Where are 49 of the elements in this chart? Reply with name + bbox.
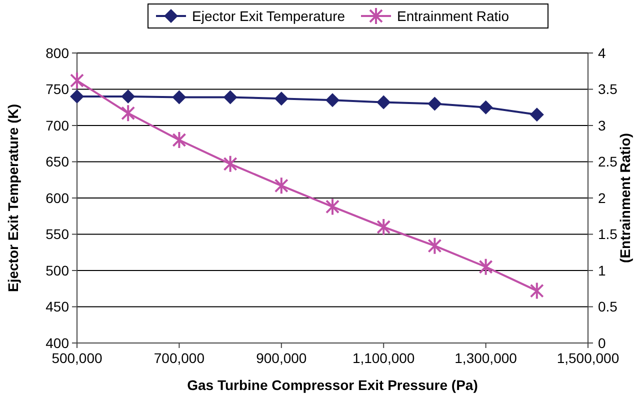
point	[121, 90, 136, 104]
y2-tick-label: 2.5	[598, 154, 618, 170]
x-tick-label: 1,100,000	[352, 350, 415, 366]
point	[223, 154, 238, 173]
point	[121, 104, 136, 122]
y2-tick-label: 1.5	[598, 226, 618, 242]
point	[428, 96, 442, 111]
y-tick-label: 400	[46, 334, 70, 351]
point	[274, 92, 288, 106]
y-tick-label: 500	[46, 262, 70, 278]
point	[172, 131, 186, 149]
point	[223, 90, 238, 104]
y2-tick-label: 1	[598, 262, 606, 278]
y-tick-label: 650	[46, 154, 70, 170]
y-tick-label: 800	[46, 44, 70, 61]
x-tick-label: 1,300,000	[454, 350, 518, 366]
point	[530, 108, 544, 122]
x-tick-label: 500,000	[52, 350, 103, 366]
y-tick-label: 600	[46, 190, 70, 206]
y2-tick-label: 3.5	[598, 81, 618, 98]
point	[70, 90, 84, 104]
point	[376, 95, 391, 110]
y2-tick-label: 4	[598, 44, 606, 61]
point	[172, 90, 186, 104]
legend-label: Entrainment Ratio	[397, 8, 510, 24]
y-tick-label: 700	[46, 117, 70, 134]
x-tick-label: 700,000	[154, 350, 205, 366]
point	[70, 72, 84, 90]
x-tick-label: 900,000	[256, 350, 307, 366]
point	[326, 93, 340, 108]
point	[478, 258, 493, 276]
point	[376, 218, 391, 236]
y-tick-label: 550	[46, 226, 70, 242]
point	[326, 198, 340, 216]
y2-tick-label: 2	[598, 190, 606, 206]
x-tick-label: 1,500,000	[556, 350, 620, 366]
y2-tick-label: 0	[598, 334, 606, 351]
y-tick-label: 750	[46, 81, 70, 98]
y2-tick-label: 0.5	[598, 298, 618, 315]
point	[428, 236, 442, 255]
y2-axis-title: (Entrainment Ratio)	[617, 133, 633, 263]
x-axis-title: Gas Turbine Compressor Exit Pressure (Pa)	[187, 377, 478, 393]
point	[478, 100, 493, 114]
legend-label: Ejector Exit Temperature	[192, 8, 346, 24]
point	[274, 176, 288, 195]
point	[530, 282, 544, 300]
y-axis-title: Ejector Exit Temperature (K)	[5, 104, 21, 292]
y2-tick-label: 3	[598, 117, 606, 134]
y-tick-label: 450	[46, 298, 70, 315]
